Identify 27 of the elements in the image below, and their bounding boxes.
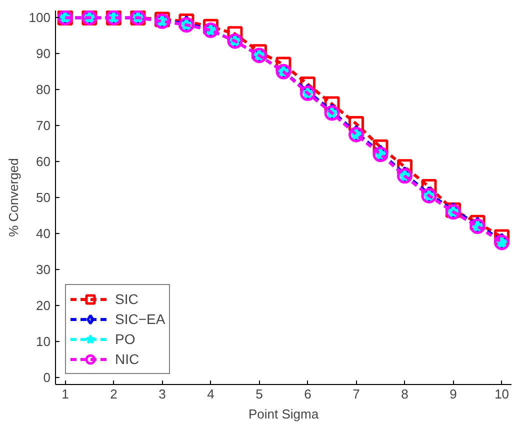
y-tick-label: 40 bbox=[36, 226, 51, 241]
y-tick-label: 10 bbox=[36, 334, 51, 349]
y-tick-label: 80 bbox=[36, 82, 51, 98]
x-tick-label: 3 bbox=[158, 386, 166, 402]
x-tick-label: 2 bbox=[110, 386, 118, 402]
legend-label: NIC bbox=[115, 351, 140, 367]
y-tick-label: 100 bbox=[28, 10, 51, 26]
y-tick-label: 60 bbox=[36, 154, 51, 170]
x-tick-label: 8 bbox=[401, 386, 408, 402]
x-tick-label: 4 bbox=[207, 386, 214, 402]
y-axis-title: % Converged bbox=[6, 158, 21, 237]
legend-label: SIC−EA bbox=[115, 311, 166, 327]
x-tick-label: 9 bbox=[450, 386, 457, 402]
x-tick-label: 1 bbox=[62, 386, 69, 402]
y-tick-label: 70 bbox=[36, 118, 51, 134]
y-tick-label: 20 bbox=[36, 298, 51, 313]
x-tick-label: 10 bbox=[494, 386, 510, 402]
x-axis-title: Point Sigma bbox=[248, 406, 320, 422]
y-tick-label: 90 bbox=[36, 46, 51, 62]
y-tick-label: 30 bbox=[36, 262, 51, 277]
legend-label: SIC bbox=[115, 291, 138, 307]
x-tick-label: 6 bbox=[304, 386, 312, 402]
y-tick-label: 50 bbox=[36, 190, 51, 205]
y-tick-label: 0 bbox=[43, 370, 51, 385]
x-tick-label: 7 bbox=[352, 386, 360, 402]
legend-label: PO bbox=[115, 331, 136, 347]
x-tick-label: 5 bbox=[256, 386, 263, 402]
